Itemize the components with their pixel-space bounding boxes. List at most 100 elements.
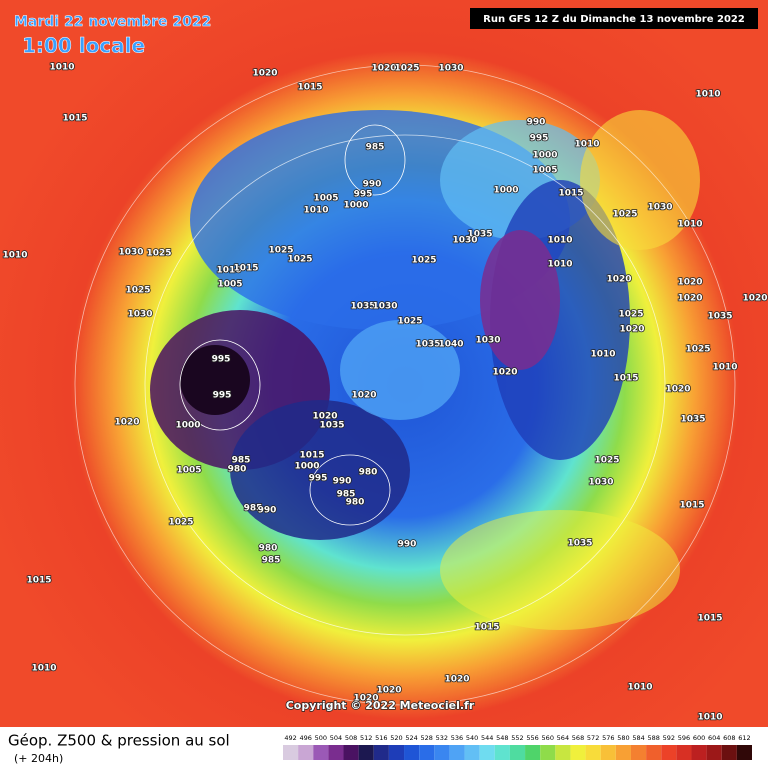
isobar-label: 1000 <box>175 421 200 431</box>
colorbar-cell <box>706 745 722 760</box>
colorbar-label: 612 <box>738 734 750 742</box>
isobar-label: 1010 <box>303 206 328 216</box>
isobar-label: 995 <box>309 474 328 484</box>
colorbar-cell <box>509 745 526 760</box>
colorbar-label: 560 <box>542 734 554 742</box>
isobar-label: 1030 <box>588 478 613 488</box>
isobar-label: 1020 <box>742 294 767 304</box>
colorbar: 492 496 500 504 508 512 516 520 524 528 532 536 540 5… <box>283 734 752 760</box>
isobar-label: 1010 <box>31 664 56 674</box>
isobar-label: 995 <box>213 391 232 401</box>
colorbar-label: 528 <box>421 734 433 742</box>
isobar-label: 1010 <box>695 90 720 100</box>
isobar-label: 1015 <box>613 374 638 384</box>
isobar-label: 980 <box>228 465 247 475</box>
isobar-label: 1025 <box>287 255 312 265</box>
isobar-label: 980 <box>359 468 378 478</box>
colorbar-cell <box>479 745 495 760</box>
isobar-label: 1030 <box>647 203 672 213</box>
colorbar-label: 572 <box>587 734 599 742</box>
isobar-label: 1030 <box>452 236 477 246</box>
colorbar-label: 496 <box>299 734 311 742</box>
isobar-label: 995 <box>354 190 373 200</box>
isobar-label: 980 <box>259 544 278 554</box>
isobar-label: 1010 <box>590 350 615 360</box>
colorbar-cell <box>540 745 556 760</box>
isobar-label: 1035 <box>467 230 492 240</box>
isobar-label: 1025 <box>685 345 710 355</box>
forecast-time: 1:00 locale <box>22 34 145 58</box>
isobar-label: 990 <box>398 540 417 550</box>
isobar-label: 1015 <box>679 501 704 511</box>
isobar-label: 1020 <box>665 385 690 395</box>
colorbar-label: 556 <box>526 734 538 742</box>
isobar-label: 1015 <box>26 576 51 586</box>
isobar-label: 1040 <box>438 340 463 350</box>
colorbar-cell <box>434 745 450 760</box>
colorbar-cell <box>736 745 752 760</box>
colorbar-label: 500 <box>315 734 327 742</box>
isobar-label: 995 <box>530 134 549 144</box>
isobar-label: 1020 <box>619 325 644 335</box>
isobar-label: 990 <box>333 477 352 487</box>
colorbar-cell <box>373 745 389 760</box>
isobar-label: 1025 <box>394 64 419 74</box>
isobar-label: 985 <box>337 490 356 500</box>
isobar-label: 1010 <box>712 363 737 373</box>
isobar-label: 1035 <box>680 415 705 425</box>
colorbar-label: 564 <box>557 734 569 742</box>
isobar-label: 1010 <box>2 251 27 261</box>
isobar-label: 1015 <box>558 189 583 199</box>
isobar-label: 1030 <box>438 64 463 74</box>
isobar-label: 985 <box>232 456 251 466</box>
isobar-label: 1010 <box>547 236 572 246</box>
colorbar-cell <box>419 745 435 760</box>
colorbar-cell <box>570 745 586 760</box>
colorbar-cell <box>600 745 616 760</box>
colorbar-cell <box>615 745 631 760</box>
isobar-label: 1025 <box>612 210 637 220</box>
isobar-label: 1010 <box>216 266 241 276</box>
colorbar-label: 576 <box>602 734 614 742</box>
colorbar-label: 608 <box>723 734 735 742</box>
isobar-label: 1020 <box>353 694 378 704</box>
isobar-label: 990 <box>363 180 382 190</box>
colorbar-cell <box>358 745 374 760</box>
isobar-label: 1020 <box>312 412 337 422</box>
isobar-label: 1010 <box>677 220 702 230</box>
colorbar-label: 536 <box>451 734 463 742</box>
colorbar-label: 604 <box>708 734 720 742</box>
isobar-label: 1010 <box>697 713 722 723</box>
isobar-label: 990 <box>527 118 546 128</box>
field-title: Géop. Z500 & pression au sol <box>8 732 230 750</box>
colorbar-label: 584 <box>632 734 644 742</box>
isobar-label: 985 <box>262 556 281 566</box>
isobar-label: 1000 <box>343 201 368 211</box>
colorbar-label: 520 <box>390 734 402 742</box>
isobar-label: 980 <box>346 498 365 508</box>
colorbar-cell <box>283 745 299 760</box>
colorbar-cell <box>494 745 510 760</box>
isobar-label: 1005 <box>176 466 201 476</box>
run-banner <box>470 8 758 29</box>
isobar-label: 1005 <box>313 194 338 204</box>
colorbar-cell <box>449 745 465 760</box>
isobar-label: 1020 <box>677 294 702 304</box>
isobar-label: 1020 <box>376 686 401 696</box>
isobar-label: 1025 <box>411 256 436 266</box>
colorbar-label: 512 <box>360 734 372 742</box>
colorbar-label: 504 <box>330 734 342 742</box>
colorbar-cell <box>676 745 692 760</box>
isobar-label: 1030 <box>127 310 152 320</box>
colorbar-label: 492 <box>284 734 296 742</box>
isobar-label: 1025 <box>146 249 171 259</box>
colorbar-cell <box>630 745 647 760</box>
forecast-date: Mardi 22 novembre 2022 <box>14 14 211 30</box>
colorbar-label: 524 <box>405 734 417 742</box>
isobar-label: 1005 <box>532 166 557 176</box>
isobar-label: 1020 <box>351 391 376 401</box>
isobar-label: 1020 <box>677 278 702 288</box>
isobar-label: 1000 <box>532 151 557 161</box>
colorbar-cell <box>691 745 707 760</box>
colorbar-cell <box>328 745 344 760</box>
